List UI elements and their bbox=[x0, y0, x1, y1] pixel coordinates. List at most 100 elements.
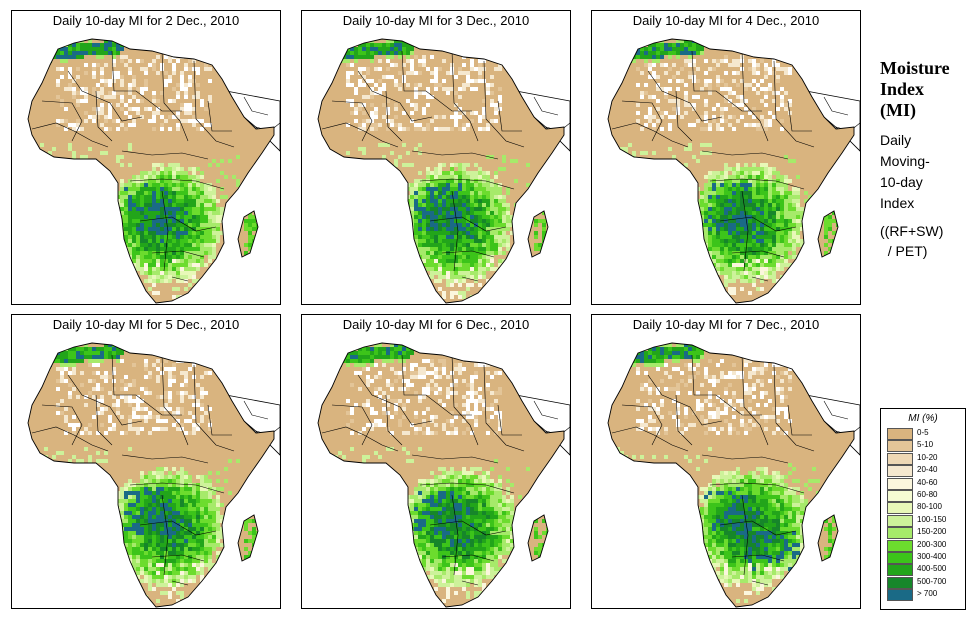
moisture-cell bbox=[80, 55, 84, 59]
moisture-cell bbox=[776, 179, 780, 183]
moisture-cell bbox=[84, 63, 88, 67]
moisture-cell bbox=[426, 427, 430, 431]
moisture-cell bbox=[136, 491, 140, 495]
moisture-cell bbox=[160, 179, 164, 183]
moisture-cell bbox=[188, 75, 192, 79]
moisture-cell bbox=[180, 423, 184, 427]
moisture-cell bbox=[422, 419, 426, 423]
moisture-cell bbox=[152, 59, 156, 63]
moisture-cell bbox=[788, 227, 792, 231]
moisture-cell bbox=[172, 235, 176, 239]
moisture-cell bbox=[736, 183, 740, 187]
moisture-cell bbox=[176, 207, 180, 211]
moisture-cell bbox=[716, 127, 720, 131]
moisture-cell bbox=[542, 231, 546, 235]
moisture-cell bbox=[490, 75, 494, 79]
moisture-cell bbox=[716, 103, 720, 107]
moisture-cell bbox=[474, 195, 478, 199]
moisture-cell bbox=[160, 243, 164, 247]
moisture-cell bbox=[64, 107, 68, 111]
moisture-cell bbox=[204, 223, 208, 227]
moisture-cell bbox=[80, 383, 84, 387]
moisture-cell bbox=[450, 419, 454, 423]
moisture-cell bbox=[402, 127, 406, 131]
moisture-cell bbox=[64, 407, 68, 411]
moisture-cell bbox=[208, 555, 212, 559]
moisture-cell bbox=[796, 227, 800, 231]
moisture-cell bbox=[534, 211, 538, 215]
moisture-cell bbox=[366, 379, 370, 383]
moisture-cell bbox=[120, 39, 124, 43]
moisture-cell bbox=[148, 375, 152, 379]
moisture-cell bbox=[732, 79, 736, 83]
moisture-cell bbox=[756, 123, 760, 127]
moisture-cell bbox=[64, 367, 68, 371]
moisture-cell bbox=[458, 199, 462, 203]
moisture-cell bbox=[208, 67, 212, 71]
moisture-cell bbox=[204, 511, 208, 515]
moisture-cell bbox=[494, 399, 498, 403]
moisture-cell bbox=[664, 47, 668, 51]
moisture-cell bbox=[438, 375, 442, 379]
moisture-cell bbox=[172, 483, 176, 487]
moisture-cell bbox=[370, 55, 374, 59]
moisture-cell bbox=[160, 503, 164, 507]
moisture-cell bbox=[184, 567, 188, 571]
moisture-cell bbox=[756, 67, 760, 71]
moisture-cell bbox=[132, 231, 136, 235]
moisture-cell bbox=[168, 527, 172, 531]
moisture-cell bbox=[180, 391, 184, 395]
moisture-cell bbox=[152, 471, 156, 475]
moisture-cell bbox=[212, 211, 216, 215]
moisture-cell bbox=[788, 215, 792, 219]
moisture-cell bbox=[430, 259, 434, 263]
moisture-cell bbox=[156, 583, 160, 587]
moisture-cell bbox=[680, 115, 684, 119]
moisture-cell bbox=[784, 179, 788, 183]
moisture-cell bbox=[120, 563, 124, 567]
moisture-cell bbox=[434, 367, 438, 371]
country-border bbox=[385, 90, 403, 142]
moisture-cell bbox=[422, 191, 426, 195]
moisture-cell bbox=[418, 247, 422, 251]
moisture-cell bbox=[788, 179, 792, 183]
moisture-cell bbox=[80, 43, 84, 47]
moisture-cell bbox=[112, 511, 116, 515]
moisture-cell bbox=[116, 103, 120, 107]
moisture-cell bbox=[430, 359, 434, 363]
moisture-cell bbox=[744, 223, 748, 227]
moisture-cell bbox=[370, 103, 374, 107]
moisture-cell bbox=[96, 459, 100, 463]
moisture-cell bbox=[188, 119, 192, 123]
moisture-cell bbox=[768, 203, 772, 207]
moisture-cell bbox=[176, 243, 180, 247]
moisture-cell bbox=[124, 235, 128, 239]
moisture-cell bbox=[780, 239, 784, 243]
moisture-cell bbox=[462, 211, 466, 215]
moisture-cell bbox=[700, 127, 704, 131]
moisture-cell bbox=[768, 175, 772, 179]
moisture-cell bbox=[252, 215, 256, 219]
moisture-cell bbox=[624, 55, 628, 59]
moisture-cell bbox=[418, 59, 422, 63]
moisture-cell bbox=[180, 399, 184, 403]
moisture-cell bbox=[192, 495, 196, 499]
moisture-cell bbox=[188, 215, 192, 219]
moisture-cell bbox=[216, 527, 220, 531]
moisture-cell bbox=[462, 483, 466, 487]
moisture-cell bbox=[156, 499, 160, 503]
moisture-cell bbox=[156, 183, 160, 187]
moisture-cell bbox=[132, 555, 136, 559]
moisture-cell bbox=[112, 79, 116, 83]
moisture-cell bbox=[212, 491, 216, 495]
moisture-cell bbox=[362, 83, 366, 87]
moisture-cell bbox=[140, 191, 144, 195]
moisture-cell bbox=[156, 267, 160, 271]
moisture-cell bbox=[358, 39, 362, 43]
moisture-cell bbox=[124, 55, 128, 59]
moisture-cell bbox=[184, 259, 188, 263]
country-border bbox=[171, 580, 189, 586]
moisture-cell bbox=[204, 247, 208, 251]
moisture-cell bbox=[398, 419, 402, 423]
moisture-cell bbox=[752, 215, 756, 219]
